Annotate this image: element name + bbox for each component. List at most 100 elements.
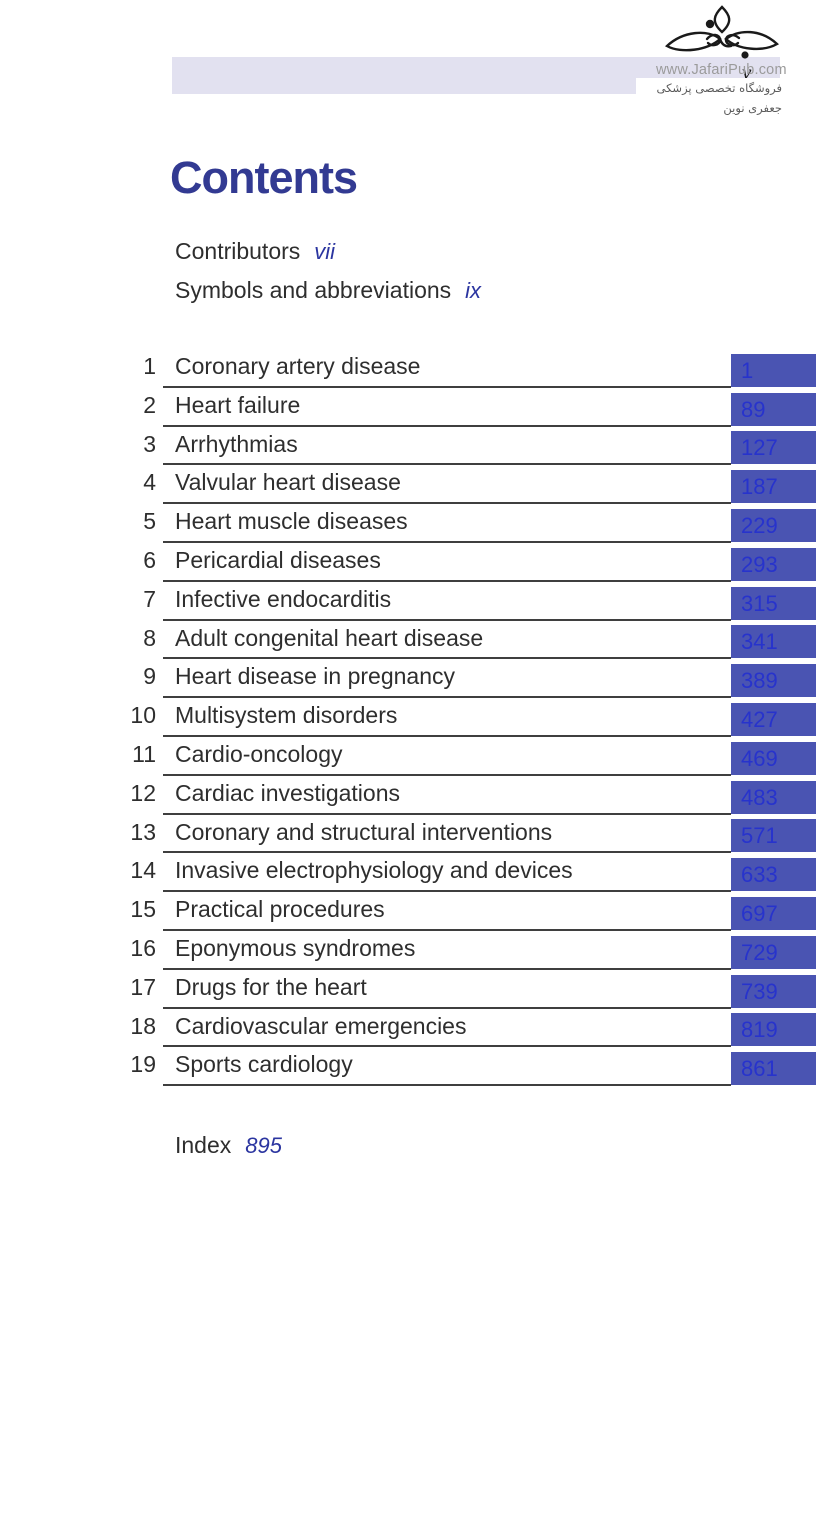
index-page-number: 895 — [245, 1133, 282, 1158]
chapter-number: 13 — [130, 818, 156, 845]
toc-row: 2 Heart failure 89 — [120, 388, 816, 427]
toc-rule — [163, 890, 731, 893]
chapter-number: 7 — [143, 585, 156, 612]
toc-rule — [163, 1006, 731, 1009]
toc-row: 13 Coronary and structural interventions… — [120, 815, 816, 854]
chapter-title: Multisystem disorders — [175, 702, 398, 729]
watermark-url: www.JafariPub.com — [656, 62, 787, 78]
toc-rule — [163, 657, 731, 660]
toc-row: 9 Heart disease in pregnancy 389 — [120, 659, 816, 699]
chapter-title: Sports cardiology — [175, 1051, 353, 1078]
chapter-number: 9 — [143, 663, 156, 690]
toc-rule — [163, 773, 731, 776]
chapter-title: Invasive electrophysiology and devices — [175, 857, 573, 884]
chapter-page-badge: 861 — [731, 1052, 816, 1086]
toc-row: 3 Arrhythmias 127 — [120, 427, 816, 466]
toc-rule — [163, 812, 731, 815]
toc-rule — [163, 385, 731, 388]
chapter-number: 4 — [143, 469, 156, 496]
chapter-page-badge: 89 — [731, 392, 816, 426]
toc-rule — [163, 579, 731, 582]
frontmatter-row: Contributors vii — [175, 238, 481, 277]
chapter-title: Heart muscle diseases — [175, 508, 408, 535]
toc-row: 17 Drugs for the heart 739 — [120, 970, 816, 1009]
frontmatter-page-number: ix — [465, 278, 482, 303]
page-title: Contents — [170, 152, 358, 204]
toc-rule — [163, 463, 731, 466]
toc-row: 12 Cardiac investigations 483 — [120, 776, 816, 815]
chapter-title: Heart failure — [175, 391, 301, 418]
toc-row: 10 Multisystem disorders 427 — [120, 698, 816, 737]
chapter-number: 3 — [143, 430, 156, 457]
chapter-page-badge: 187 — [731, 470, 816, 504]
watermark-persian-text: فروشگاه تخصصی پزشکی جعفری نوین — [636, 78, 782, 115]
toc-rule — [163, 696, 731, 699]
chapter-page-badge: 729 — [731, 935, 816, 969]
publisher-logo-icon — [663, 5, 781, 65]
chapter-title: Infective endocarditis — [175, 585, 392, 612]
toc-row: 7 Infective endocarditis 315 — [120, 582, 816, 621]
chapter-number: 1 — [143, 353, 156, 379]
chapter-number: 10 — [130, 702, 156, 729]
chapter-page-badge: 389 — [731, 664, 816, 698]
toc-row: 8 Adult congenital heart disease 341 — [120, 621, 816, 660]
toc-rule — [163, 424, 731, 427]
toc-rule — [163, 540, 731, 543]
toc-row: 18 Cardiovascular emergencies 819 — [120, 1009, 816, 1048]
toc-row: 1 Coronary artery disease 1 — [120, 349, 816, 388]
chapter-title: Drugs for the heart — [175, 973, 367, 1000]
chapter-title: Valvular heart disease — [175, 469, 401, 496]
chapter-title: Coronary and structural interventions — [175, 818, 553, 845]
chapter-number: 18 — [130, 1012, 156, 1039]
chapter-page-badge: 229 — [731, 508, 816, 542]
frontmatter-page-number: vii — [314, 239, 336, 264]
frontmatter-label: Contributors — [175, 238, 301, 264]
chapter-title: Adult congenital heart disease — [175, 624, 484, 651]
chapter-page-badge: 697 — [731, 896, 816, 930]
toc-rule — [163, 1084, 731, 1087]
chapter-title: Arrhythmias — [175, 430, 298, 457]
toc-rule — [163, 1045, 731, 1048]
chapter-title: Pericardial diseases — [175, 546, 381, 573]
chapter-title: Coronary artery disease — [175, 353, 421, 379]
toc-list: 1 Coronary artery disease 1 2 Heart fail… — [120, 349, 816, 1087]
chapter-number: 11 — [132, 740, 156, 767]
toc-row: 6 Pericardial diseases 293 — [120, 543, 816, 582]
chapter-page-badge: 341 — [731, 625, 816, 659]
toc-row: 5 Heart muscle diseases 229 — [120, 504, 816, 543]
chapter-number: 14 — [130, 857, 156, 884]
chapter-number: 15 — [130, 896, 156, 923]
chapter-title: Practical procedures — [175, 896, 385, 923]
chapter-page-badge: 293 — [731, 547, 816, 581]
chapter-page-badge: 571 — [731, 819, 816, 853]
toc-rule — [163, 734, 731, 737]
chapter-number: 6 — [143, 546, 156, 573]
chapter-page-badge: 819 — [731, 1013, 816, 1047]
chapter-number: 19 — [130, 1051, 156, 1078]
chapter-number: 5 — [143, 508, 156, 535]
toc-row: 19 Sports cardiology 861 — [120, 1047, 816, 1087]
chapter-page-badge: 633 — [731, 858, 816, 892]
toc-row: 4 Valvular heart disease 187 — [120, 465, 816, 505]
toc-row: 11 Cardio-oncology 469 — [120, 737, 816, 776]
chapter-page-badge: 469 — [731, 741, 816, 775]
toc-rule — [163, 967, 731, 970]
chapter-page-badge: 1 — [731, 353, 816, 387]
chapter-title: Cardiovascular emergencies — [175, 1012, 467, 1039]
chapter-title: Cardio-oncology — [175, 740, 343, 767]
toc-rule — [163, 928, 731, 931]
toc-row: 16 Eponymous syndromes 729 — [120, 931, 816, 970]
toc-rule — [163, 502, 731, 505]
chapter-page-badge: 483 — [731, 780, 816, 814]
toc-rule — [163, 851, 731, 854]
chapter-number: 12 — [130, 779, 156, 806]
chapter-number: 2 — [143, 391, 156, 418]
toc-row: 15 Practical procedures 697 — [120, 892, 816, 931]
chapter-page-badge: 739 — [731, 974, 816, 1008]
chapter-number: 16 — [130, 934, 156, 961]
chapter-page-badge: 315 — [731, 586, 816, 620]
frontmatter-row: Symbols and abbreviations ix — [175, 277, 481, 316]
frontmatter: Contributors vii Symbols and abbreviation… — [175, 238, 481, 316]
toc-row: 14 Invasive electrophysiology and device… — [120, 853, 816, 893]
